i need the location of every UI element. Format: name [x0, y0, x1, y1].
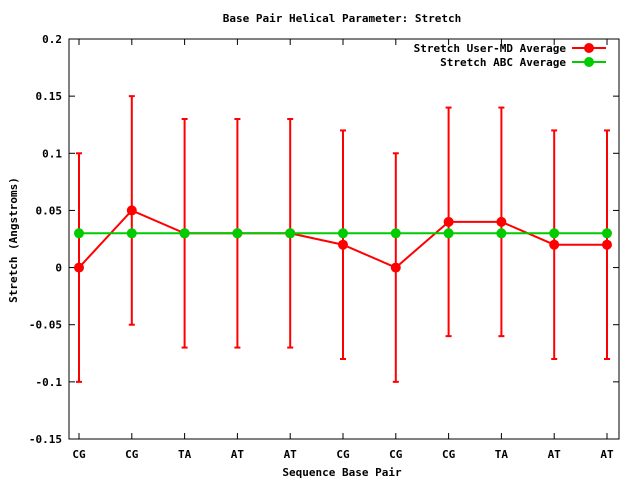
data-point-series-1 — [74, 228, 84, 239]
x-tick-label: CG — [336, 448, 350, 461]
x-tick-label: AT — [600, 448, 614, 461]
data-point-series-0 — [74, 262, 84, 273]
data-point-series-1 — [549, 228, 560, 239]
legend-label-abc: Stretch ABC Average — [440, 56, 566, 69]
y-axis-label: Stretch (Angstroms) — [7, 177, 20, 303]
data-point-series-0 — [390, 262, 401, 273]
data-point-series-1 — [496, 228, 507, 239]
data-point-series-0 — [496, 216, 507, 227]
legend-marker-user-md — [584, 43, 594, 53]
x-tick-label: AT — [231, 448, 245, 461]
y-tick-label: -0.1 — [36, 376, 63, 389]
data-point-series-1 — [443, 228, 454, 239]
y-tick-label: 0.05 — [36, 204, 63, 217]
data-point-series-0 — [338, 239, 348, 250]
x-tick-label: CG — [442, 448, 456, 461]
data-point-series-1 — [390, 228, 401, 239]
y-axis: -0.15 -0.1 -0.05 0 0.05 0.1 0.15 0.2 — [29, 33, 619, 446]
y-tick-label: -0.05 — [29, 319, 62, 332]
x-axis: CG CG TA AT AT CG CG CG TA AT AT — [72, 39, 614, 461]
data-point-series-1 — [338, 228, 348, 239]
data-point-series-1 — [232, 228, 243, 239]
x-tick-label: CG — [389, 448, 403, 461]
x-tick-label: AT — [548, 448, 562, 461]
y-tick-label: -0.15 — [29, 433, 62, 446]
y-tick-label: 0.1 — [42, 147, 62, 160]
data-point-series-0 — [126, 205, 137, 216]
legend-label-user-md: Stretch User-MD Average — [414, 42, 567, 55]
data-point-series-0 — [549, 239, 560, 250]
y-tick-label: 0.2 — [42, 33, 62, 46]
y-tick-label: 0.15 — [36, 90, 63, 103]
data-point-series-1 — [602, 228, 612, 239]
data-point-series-0 — [443, 216, 454, 227]
plot-area — [68, 38, 620, 440]
series-layer — [74, 95, 612, 383]
data-point-series-1 — [285, 228, 296, 239]
x-tick-label: AT — [284, 448, 298, 461]
data-point-series-1 — [126, 228, 137, 239]
y-tick-label: 0 — [55, 262, 62, 275]
data-point-series-1 — [179, 228, 190, 239]
x-tick-label: CG — [125, 448, 139, 461]
x-tick-label: CG — [72, 448, 86, 461]
chart-title: Base Pair Helical Parameter: Stretch — [223, 12, 461, 25]
legend-marker-abc — [584, 57, 594, 67]
legend: Stretch User-MD Average Stretch ABC Aver… — [414, 42, 606, 69]
x-tick-label: TA — [178, 448, 192, 461]
x-axis-label: Sequence Base Pair — [282, 466, 402, 479]
data-point-series-0 — [602, 239, 612, 250]
x-tick-label: TA — [495, 448, 509, 461]
